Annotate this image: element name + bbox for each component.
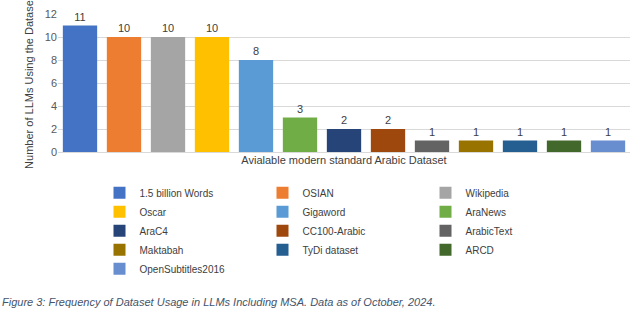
svg-text:6: 6 xyxy=(51,77,57,89)
svg-text:Gigaword: Gigaword xyxy=(303,207,346,218)
svg-text:AraC4: AraC4 xyxy=(140,226,169,237)
html-text:Figure 3: Frequency of Dataset: Figure 3: Frequency of Dataset Usage in … xyxy=(2,296,436,308)
svg-text:1: 1 xyxy=(473,126,479,138)
svg-text:CC100-Arabic: CC100-Arabic xyxy=(303,226,366,237)
svg-text:11: 11 xyxy=(74,11,85,23)
svg-text:TyDi dataset: TyDi dataset xyxy=(303,245,359,256)
svg-text:10: 10 xyxy=(45,31,57,43)
svg-text:4: 4 xyxy=(51,100,57,112)
svg-text:ArabicText: ArabicText xyxy=(466,226,513,237)
svg-text:Avialable modern standard Arab: Avialable modern standard Arabic Dataset xyxy=(241,154,446,166)
svg-text:1: 1 xyxy=(429,126,435,138)
svg-text:1: 1 xyxy=(517,126,523,138)
svg-text:1: 1 xyxy=(605,126,611,138)
svg-text:8: 8 xyxy=(253,45,259,57)
svg-text:2: 2 xyxy=(385,114,391,126)
svg-text:Wikipedia: Wikipedia xyxy=(466,188,510,199)
svg-text:1: 1 xyxy=(561,126,567,138)
svg-text:2: 2 xyxy=(341,114,347,126)
svg-text:3: 3 xyxy=(297,103,303,115)
svg-text:10: 10 xyxy=(206,22,218,34)
svg-text:ARCD: ARCD xyxy=(466,245,494,256)
svg-text:10: 10 xyxy=(118,22,130,34)
svg-text:Oscar: Oscar xyxy=(140,207,167,218)
svg-text:Number of LLMs Using the Datas: Number of LLMs Using the Dataset xyxy=(23,0,35,169)
svg-text:Maktabah: Maktabah xyxy=(140,245,184,256)
svg-text:OpenSubtitles2016: OpenSubtitles2016 xyxy=(140,264,226,275)
svg-text:8: 8 xyxy=(51,54,57,66)
svg-text:1.5 billion Words: 1.5 billion Words xyxy=(140,188,214,199)
svg-text:10: 10 xyxy=(162,22,174,34)
svg-text:0: 0 xyxy=(51,146,57,158)
svg-text:OSIAN: OSIAN xyxy=(303,188,334,199)
svg-text:2: 2 xyxy=(51,123,57,135)
svg-text:12: 12 xyxy=(45,8,57,20)
svg-text:AraNews: AraNews xyxy=(466,207,507,218)
